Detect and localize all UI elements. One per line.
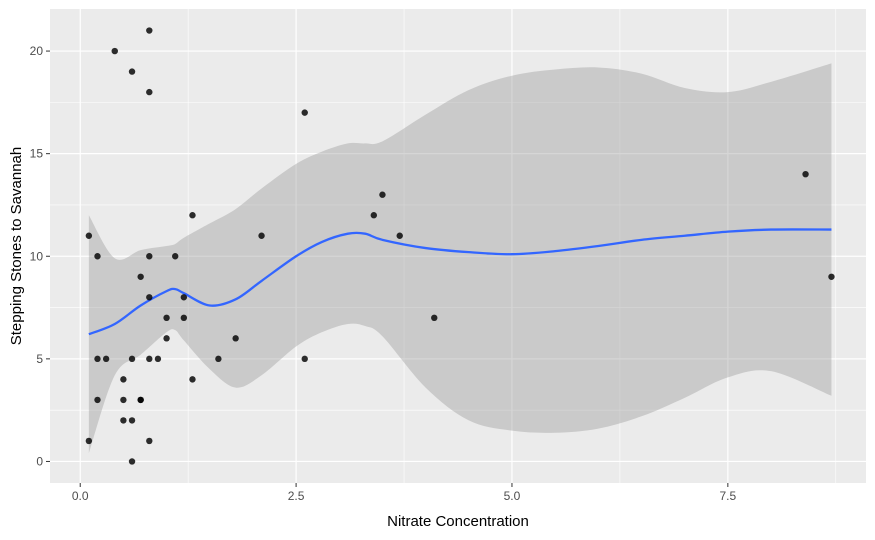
- confidence-band: [88, 63, 832, 454]
- data-point: [137, 273, 144, 280]
- data-point: [189, 376, 196, 383]
- x-axis-title: Nitrate Concentration: [387, 513, 529, 530]
- data-point: [128, 417, 136, 424]
- y-tick-label: 0: [36, 454, 43, 468]
- minor-gridlines: [50, 9, 866, 483]
- data-point: [379, 191, 386, 198]
- data-point: [163, 314, 170, 322]
- x-axis-ticks: 0.0 2.5 5.0 7.5: [72, 483, 737, 503]
- data-point: [94, 355, 101, 363]
- x-tick-label: 0.0: [72, 489, 89, 503]
- data-point: [180, 314, 188, 322]
- data-point: [137, 396, 144, 404]
- data-point: [85, 232, 93, 239]
- data-point: [128, 458, 136, 465]
- data-point: [802, 170, 809, 178]
- data-point: [146, 355, 153, 363]
- y-axis-ticks: 0 5 10 15 20: [30, 44, 50, 468]
- data-point: [94, 396, 101, 404]
- y-tick-label: 10: [30, 249, 44, 263]
- data-point: [172, 253, 179, 260]
- data-point: [146, 27, 153, 34]
- data-point: [102, 355, 110, 363]
- data-point: [128, 68, 136, 75]
- data-point: [120, 417, 127, 424]
- data-point: [146, 88, 153, 96]
- data-point: [180, 294, 188, 301]
- data-point: [396, 232, 403, 239]
- data-point: [146, 294, 153, 301]
- data-point: [146, 253, 153, 260]
- data-point: [301, 109, 308, 116]
- y-axis-title: Stepping Stones to Savannah: [8, 147, 25, 346]
- data-point: [120, 396, 127, 404]
- major-gridlines: [50, 9, 866, 483]
- y-tick-label: 15: [30, 147, 44, 161]
- y-tick-label: 20: [30, 44, 44, 58]
- smooth-trend-line: [88, 228, 832, 336]
- data-point: [111, 47, 118, 55]
- data-point: [301, 355, 308, 363]
- data-point: [431, 314, 438, 322]
- data-point: [128, 355, 136, 363]
- data-point: [146, 437, 153, 445]
- data-point: [85, 437, 93, 445]
- data-point: [215, 355, 222, 363]
- plot-panel: [50, 9, 866, 483]
- data-points: [85, 27, 835, 465]
- data-point: [120, 376, 127, 383]
- data-point: [94, 253, 101, 260]
- data-point: [232, 335, 239, 342]
- x-tick-label: 7.5: [719, 489, 736, 503]
- data-point: [370, 212, 378, 219]
- data-point: [828, 273, 835, 280]
- data-point: [154, 355, 162, 363]
- data-point: [258, 232, 265, 239]
- data-point: [163, 335, 170, 342]
- x-tick-label: 5.0: [504, 489, 521, 503]
- y-tick-label: 5: [36, 352, 43, 366]
- x-tick-label: 2.5: [288, 489, 305, 503]
- data-point: [189, 212, 196, 219]
